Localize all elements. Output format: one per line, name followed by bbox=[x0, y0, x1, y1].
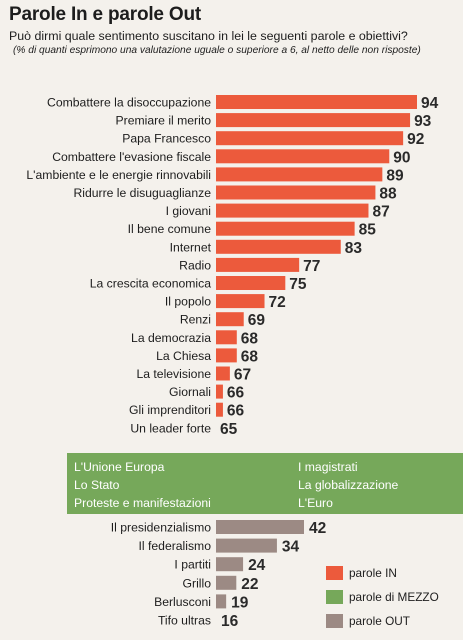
bar-out-berlusconi bbox=[216, 594, 227, 609]
category-label-in: Radio bbox=[179, 258, 211, 272]
legend: parole IN parole di MEZZO parole OUT bbox=[326, 561, 463, 633]
bar-in-premiare-il-merito bbox=[216, 113, 411, 128]
value-label-in: 67 bbox=[234, 367, 251, 384]
value-label-in: 85 bbox=[359, 222, 377, 239]
value-label-in: 77 bbox=[303, 258, 320, 275]
category-label-in: La Chiesa bbox=[156, 349, 211, 363]
category-label-in: Premiare il merito bbox=[116, 114, 212, 128]
value-label-in: 89 bbox=[386, 167, 404, 184]
category-label-in: I giovani bbox=[166, 204, 211, 218]
legend-swatch-in bbox=[326, 566, 343, 580]
bar-in-internet bbox=[216, 239, 341, 254]
bar-in-ridurre-le-disuguaglianze bbox=[216, 185, 376, 200]
legend-swatch-mezzo bbox=[326, 590, 343, 604]
mezzo-label: L'Euro bbox=[298, 496, 333, 510]
legend-label-mezzo: parole di MEZZO bbox=[349, 590, 439, 604]
value-label-in: 92 bbox=[407, 131, 424, 148]
value-label-in: 65 bbox=[220, 421, 238, 438]
category-label-in: Il popolo bbox=[165, 295, 211, 309]
category-label-out: Grillo bbox=[183, 576, 212, 590]
bar-in-radio bbox=[216, 257, 300, 272]
legend-item-mezzo: parole di MEZZO bbox=[326, 585, 463, 609]
mezzo-band bbox=[67, 453, 463, 514]
category-label-out: Tifo ultras bbox=[158, 614, 211, 628]
value-label-out: 34 bbox=[282, 539, 300, 556]
legend-label-out: parole OUT bbox=[349, 614, 410, 628]
chart-title: Parole In e parole Out bbox=[9, 4, 201, 25]
mezzo-label: Proteste e manifestazioni bbox=[74, 496, 211, 510]
category-label-in: Combattere la disoccupazione bbox=[47, 96, 211, 110]
category-label-in: Renzi bbox=[180, 313, 211, 327]
bar-in-la-democrazia bbox=[216, 330, 237, 345]
category-label-in: La crescita economica bbox=[90, 277, 211, 291]
category-label-out: Il presidenzialismo bbox=[111, 521, 211, 535]
bar-in-i-giovani bbox=[216, 203, 369, 218]
bar-in-l-ambiente-e-le-energie-rinnovabili bbox=[216, 167, 383, 182]
legend-label-in: parole IN bbox=[349, 566, 397, 580]
bar-out-il-federalismo bbox=[216, 538, 277, 553]
category-label-in: La democrazia bbox=[131, 331, 211, 345]
bar-out-il-presidenzialismo bbox=[216, 520, 304, 534]
bar-in-renzi bbox=[216, 312, 244, 327]
bar-out-i-partiti bbox=[216, 557, 244, 572]
category-label-in: Papa Francesco bbox=[122, 132, 211, 146]
category-label-out: Berlusconi bbox=[154, 595, 211, 609]
bar-in-il-bene-comune bbox=[216, 221, 355, 236]
value-label-out: 24 bbox=[248, 557, 266, 574]
value-label-in: 93 bbox=[414, 113, 432, 130]
category-label-in: Il bene comune bbox=[128, 222, 212, 236]
value-label-in: 75 bbox=[289, 276, 307, 293]
category-label-in: Ridurre le disuguaglianze bbox=[73, 186, 211, 200]
value-label-in: 68 bbox=[241, 348, 259, 365]
bar-in-gli-imprenditori bbox=[216, 402, 223, 417]
chart-note: (% di quanti esprimono una valutazione u… bbox=[13, 45, 421, 56]
value-label-in: 94 bbox=[421, 95, 439, 112]
bar-in-la-televisione bbox=[216, 366, 230, 381]
value-label-in: 90 bbox=[393, 149, 410, 166]
value-label-out: 42 bbox=[309, 520, 326, 537]
value-label-in: 72 bbox=[269, 294, 286, 311]
mezzo-label: La globalizzazione bbox=[298, 478, 399, 492]
mezzo-label: Lo Stato bbox=[74, 478, 120, 492]
category-label-in: Internet bbox=[170, 240, 212, 254]
legend-swatch-out bbox=[326, 614, 343, 628]
value-label-in: 87 bbox=[372, 204, 389, 221]
value-label-in: 69 bbox=[248, 312, 266, 329]
bar-in-il-popolo bbox=[216, 294, 265, 309]
category-label-in: L'ambiente e le energie rinnovabili bbox=[26, 168, 211, 182]
bar-in-la-chiesa bbox=[216, 348, 237, 363]
category-label-in: Giornali bbox=[169, 385, 211, 399]
value-label-in: 83 bbox=[345, 240, 363, 257]
value-label-out: 16 bbox=[221, 613, 239, 630]
value-label-out: 19 bbox=[231, 594, 249, 611]
value-label-in: 68 bbox=[241, 330, 259, 347]
category-label-out: I partiti bbox=[174, 558, 211, 572]
category-label-in: Un leader forte bbox=[130, 421, 211, 435]
bar-in-giornali bbox=[216, 384, 223, 399]
chart-subtitle: Può dirmi quale sentimento suscitano in … bbox=[9, 29, 408, 43]
category-label-in: La televisione bbox=[136, 367, 211, 381]
category-label-out: Il federalismo bbox=[139, 539, 212, 553]
mezzo-label: I magistrati bbox=[298, 460, 358, 474]
value-label-in: 88 bbox=[379, 186, 397, 203]
category-label-in: Combattere l'evasione fiscale bbox=[52, 150, 211, 164]
bar-in-combattere-l-evasione-fiscale bbox=[216, 149, 390, 164]
value-label-out: 22 bbox=[241, 576, 258, 593]
legend-item-out: parole OUT bbox=[326, 609, 463, 633]
bar-out-grillo bbox=[216, 575, 237, 590]
legend-item-in: parole IN bbox=[326, 561, 463, 585]
bar-in-combattere-la-disoccupazione bbox=[216, 95, 417, 109]
value-label-in: 66 bbox=[227, 403, 245, 420]
category-label-in: Gli imprenditori bbox=[129, 403, 211, 417]
mezzo-label: L'Unione Europa bbox=[74, 460, 165, 474]
value-label-in: 66 bbox=[227, 385, 245, 402]
bar-in-papa-francesco bbox=[216, 131, 404, 146]
bar-in-la-crescita-economica bbox=[216, 276, 286, 290]
